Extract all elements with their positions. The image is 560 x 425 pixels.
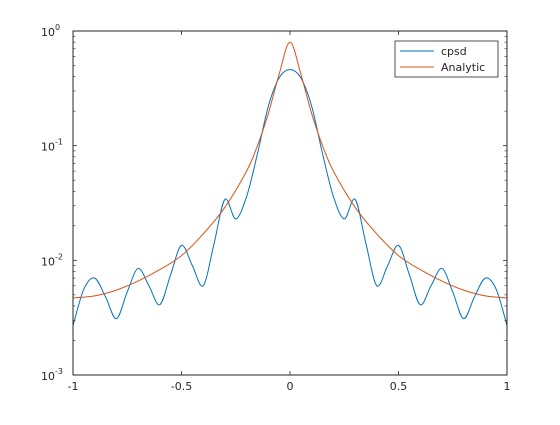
x-tick-label: -1 [68,380,79,393]
legend-label-analytic: Analytic [441,61,485,74]
series-line-analytic [72,41,508,299]
x-tick-label: 0 [287,380,294,393]
x-tick-label: 0.5 [390,380,408,393]
x-tick-label: -0.5 [171,380,192,393]
series-layer [72,41,508,326]
plot-area [73,31,507,375]
legend-label-cpsd: cpsd [441,45,467,58]
y-tick-label: 10-3 [41,367,63,383]
axis-layer: -1 -0.5 0 0.5 1 10-3 10-2 10-1 100 [41,23,511,393]
y-tick-label: 10-1 [41,138,63,154]
y-tick-label: 100 [41,23,60,39]
series-line-cpsd [72,69,508,326]
x-tick-label: 1 [504,380,511,393]
y-tick-label: 10-2 [41,252,63,268]
legend-box [394,40,499,78]
legend: cpsd Analytic [394,40,499,78]
